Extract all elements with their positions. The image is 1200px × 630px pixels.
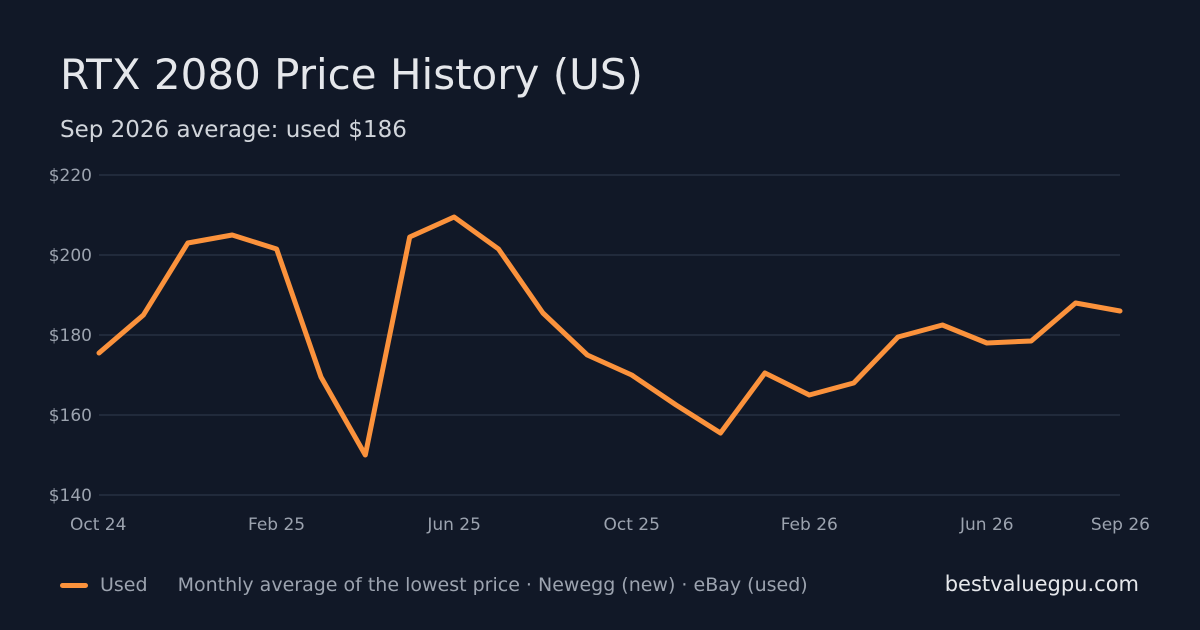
data-point-used[interactable] [1070,297,1082,309]
series-line-used [96,214,1123,458]
data-point-used[interactable] [448,211,460,223]
y-tick-label: $160 [49,406,92,426]
data-point-used[interactable] [936,319,948,331]
y-tick-label: $220 [49,166,92,186]
y-tick-label: $200 [49,246,92,266]
x-tick-label: Oct 25 [603,515,659,535]
data-point-used[interactable] [803,389,815,401]
legend-label-used: Used [100,574,148,596]
data-point-used[interactable] [626,369,638,381]
data-point-used[interactable] [670,399,682,411]
data-point-used[interactable] [1114,305,1126,317]
data-point-used[interactable] [848,377,860,389]
data-point-used[interactable] [1025,335,1037,347]
data-point-used[interactable] [404,231,416,243]
brand-link[interactable]: bestvaluegpu.com [944,572,1139,596]
chart-title: RTX 2080 Price History (US) [60,50,643,99]
data-point-used[interactable] [892,331,904,343]
data-point-used[interactable] [759,367,771,379]
data-point-used[interactable] [182,237,194,249]
source-note: Monthly average of the lowest price · Ne… [177,574,808,596]
data-point-used[interactable] [981,337,993,349]
x-tick-label: Jun 26 [959,515,1014,535]
x-tick-label: Sep 26 [1091,515,1150,535]
data-point-used[interactable] [714,427,726,439]
x-tick-label: Feb 25 [248,515,305,535]
data-point-used[interactable] [137,309,149,321]
data-point-used[interactable] [315,371,327,383]
data-point-used[interactable] [493,243,505,255]
data-point-used[interactable] [359,449,371,461]
y-tick-label: $180 [49,326,92,346]
data-point-used[interactable] [93,347,105,359]
y-tick-label: $140 [49,486,92,506]
x-tick-label: Oct 24 [70,515,126,535]
data-point-used[interactable] [537,307,549,319]
chart-subtitle: Sep 2026 average: used $186 [60,117,407,143]
legend-swatch-used [60,582,88,588]
data-point-used[interactable] [271,243,283,255]
data-point-used[interactable] [581,349,593,361]
x-tick-label: Jun 25 [426,515,481,535]
x-tick-label: Feb 26 [781,515,838,535]
legend: Used Monthly average of the lowest price… [60,574,808,596]
data-point-used[interactable] [226,229,238,241]
